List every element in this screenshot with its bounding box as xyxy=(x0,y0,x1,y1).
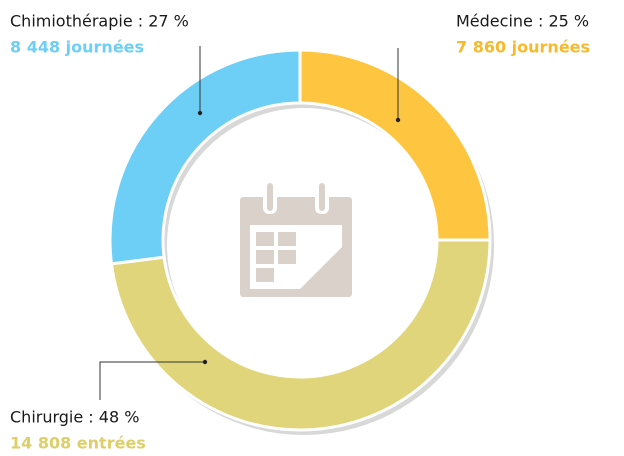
slice-label: Médecine : 25 % xyxy=(456,12,589,31)
leader-dot xyxy=(202,359,208,365)
slice-detail: 7 860 journées xyxy=(456,38,590,57)
leader-line xyxy=(99,361,205,400)
slice-detail: 14 808 entrées xyxy=(10,434,146,453)
donut xyxy=(108,48,494,435)
slice xyxy=(108,48,302,266)
slice-detail: 8 448 journées xyxy=(10,38,144,57)
slice xyxy=(109,238,492,432)
slice-label: Chimiothérapie : 27 % xyxy=(10,12,189,31)
calendar-icon xyxy=(240,180,352,297)
slice-label: Chirurgie : 48 % xyxy=(10,408,139,427)
leader-dot xyxy=(197,110,203,116)
leader-dot xyxy=(395,117,401,123)
